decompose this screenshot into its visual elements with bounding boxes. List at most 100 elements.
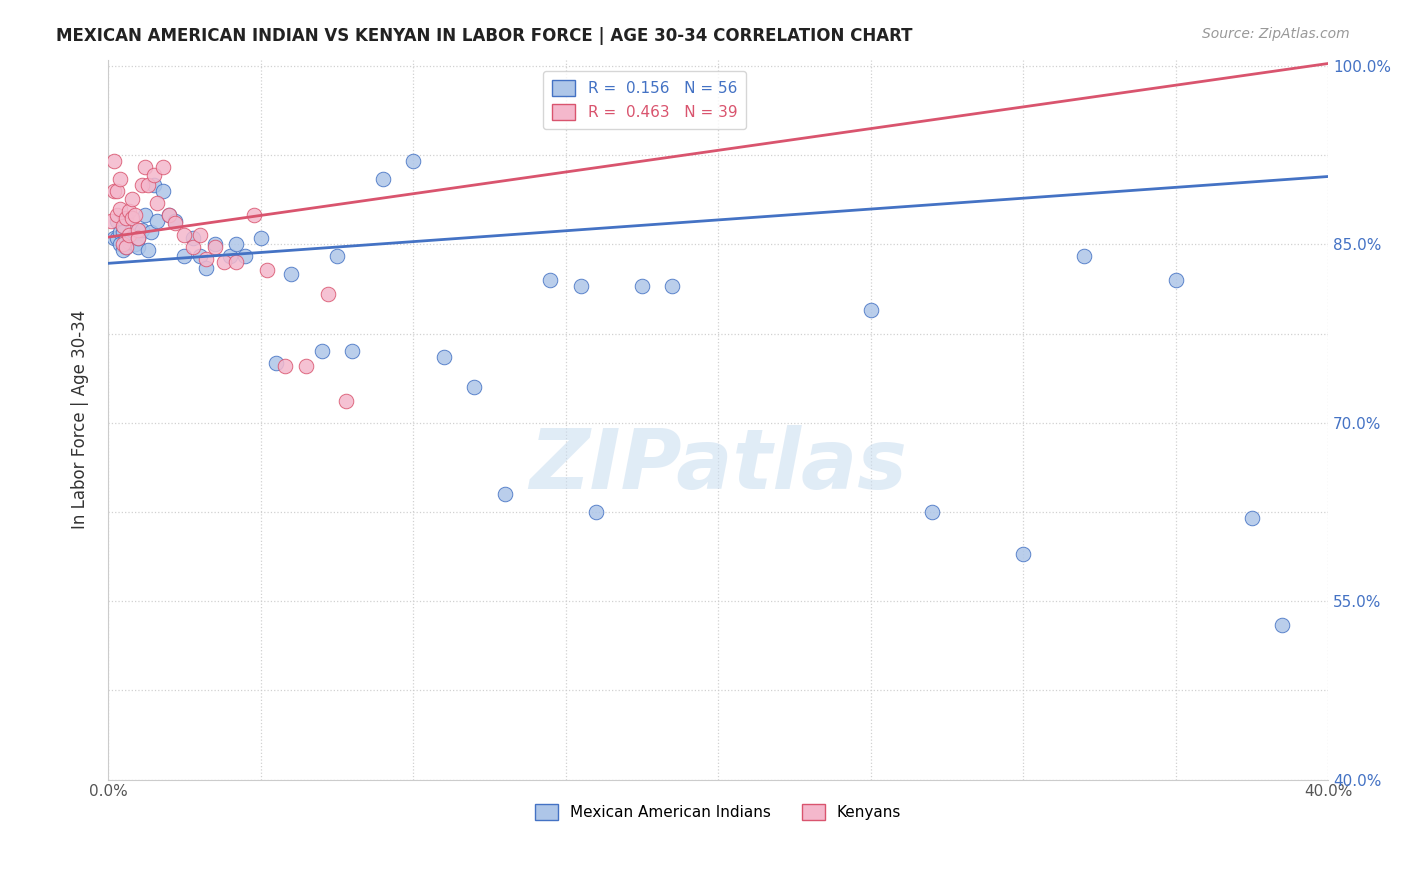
Point <box>128 231 150 245</box>
Point <box>630 279 652 293</box>
Point <box>115 231 138 245</box>
Point <box>105 208 128 222</box>
Point <box>118 204 141 219</box>
Point <box>204 240 226 254</box>
Point <box>295 359 318 373</box>
Point <box>188 227 211 242</box>
Point <box>152 160 174 174</box>
Point <box>183 240 205 254</box>
Text: Source: ZipAtlas.com: Source: ZipAtlas.com <box>1202 27 1350 41</box>
Point <box>124 237 146 252</box>
Point <box>142 178 165 192</box>
Point <box>139 226 162 240</box>
Point <box>108 202 131 216</box>
Point <box>225 255 247 269</box>
Point <box>274 359 297 373</box>
Point <box>105 213 128 227</box>
Point <box>157 208 180 222</box>
Point <box>124 208 146 222</box>
Point <box>194 261 217 276</box>
Point <box>219 249 242 263</box>
Point <box>103 154 125 169</box>
Point <box>128 223 150 237</box>
Point <box>146 213 169 227</box>
Point <box>121 223 143 237</box>
Point <box>402 154 425 169</box>
Point <box>432 351 454 365</box>
Point <box>371 172 394 186</box>
Text: ZIPatlas: ZIPatlas <box>529 425 907 506</box>
Point <box>165 216 187 230</box>
Point <box>118 231 141 245</box>
Point <box>134 208 156 222</box>
Point <box>108 226 131 240</box>
Point <box>112 237 135 252</box>
Point <box>121 211 143 226</box>
Point <box>115 211 138 226</box>
Point <box>136 178 159 192</box>
Point <box>249 231 271 245</box>
Point <box>316 287 339 301</box>
Point <box>494 487 516 501</box>
Point <box>136 244 159 258</box>
Point <box>280 267 302 281</box>
Point <box>112 219 135 234</box>
Point <box>183 231 205 245</box>
Point <box>121 192 143 206</box>
Point <box>115 240 138 254</box>
Point <box>118 227 141 242</box>
Point <box>108 172 131 186</box>
Point <box>585 505 607 519</box>
Point <box>1164 273 1187 287</box>
Point <box>128 240 150 254</box>
Point <box>264 356 287 370</box>
Point <box>212 255 235 269</box>
Point <box>103 231 125 245</box>
Point <box>538 273 561 287</box>
Point <box>311 344 333 359</box>
Point <box>463 380 485 394</box>
Point <box>157 208 180 222</box>
Point <box>112 226 135 240</box>
Point <box>100 213 122 227</box>
Point <box>134 160 156 174</box>
Point <box>1012 547 1035 561</box>
Text: MEXICAN AMERICAN INDIAN VS KENYAN IN LABOR FORCE | AGE 30-34 CORRELATION CHART: MEXICAN AMERICAN INDIAN VS KENYAN IN LAB… <box>56 27 912 45</box>
Point <box>128 231 150 245</box>
Point <box>661 279 683 293</box>
Legend: Mexican American Indians, Kenyans: Mexican American Indians, Kenyans <box>529 797 907 826</box>
Point <box>115 240 138 254</box>
Point <box>340 344 363 359</box>
Point <box>146 195 169 210</box>
Point <box>152 184 174 198</box>
Point <box>569 279 592 293</box>
Point <box>142 169 165 183</box>
Point <box>233 249 256 263</box>
Y-axis label: In Labor Force | Age 30-34: In Labor Force | Age 30-34 <box>72 310 89 529</box>
Point <box>256 263 278 277</box>
Point <box>112 244 135 258</box>
Point <box>1073 249 1095 263</box>
Point <box>204 237 226 252</box>
Point <box>131 178 153 192</box>
Point <box>335 394 357 409</box>
Point <box>105 184 128 198</box>
Point <box>859 302 882 317</box>
Point <box>165 213 187 227</box>
Point <box>121 227 143 242</box>
Point <box>108 237 131 252</box>
Point <box>243 208 266 222</box>
Point <box>118 235 141 249</box>
Point <box>326 249 349 263</box>
Point <box>188 249 211 263</box>
Point <box>225 237 247 252</box>
Point <box>105 231 128 245</box>
Point <box>1271 618 1294 632</box>
Point <box>1240 511 1263 525</box>
Point <box>921 505 943 519</box>
Point <box>194 252 217 266</box>
Point <box>173 227 195 242</box>
Point <box>103 184 125 198</box>
Point <box>131 223 153 237</box>
Point <box>173 249 195 263</box>
